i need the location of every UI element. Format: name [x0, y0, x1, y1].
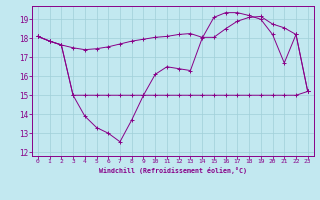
X-axis label: Windchill (Refroidissement éolien,°C): Windchill (Refroidissement éolien,°C) — [99, 167, 247, 174]
